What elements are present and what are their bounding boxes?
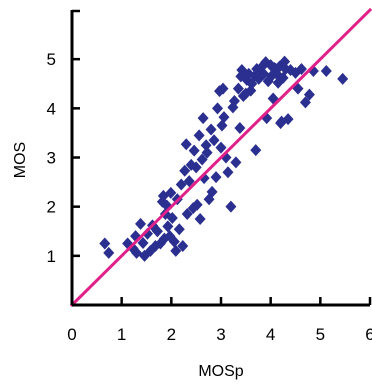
data-point bbox=[282, 113, 294, 126]
data-point bbox=[230, 156, 242, 169]
data-point bbox=[99, 237, 111, 250]
data-point bbox=[210, 171, 222, 184]
data-point bbox=[212, 102, 224, 115]
data-point bbox=[193, 129, 205, 142]
data-point bbox=[135, 217, 147, 230]
data-point bbox=[175, 178, 187, 191]
x-tick-label: 3 bbox=[216, 325, 225, 344]
data-point bbox=[303, 88, 315, 101]
data-point bbox=[196, 153, 208, 166]
data-point bbox=[277, 71, 289, 84]
data-point bbox=[222, 166, 234, 179]
data-point bbox=[225, 200, 237, 213]
data-point bbox=[216, 119, 228, 132]
x-tick-label: 0 bbox=[67, 325, 76, 344]
data-point bbox=[320, 64, 332, 77]
data-point bbox=[188, 144, 200, 157]
data-point bbox=[151, 225, 163, 238]
x-tick-label: 1 bbox=[117, 325, 126, 344]
x-tick-label: 2 bbox=[167, 325, 176, 344]
data-point bbox=[166, 211, 178, 224]
data-point bbox=[165, 186, 177, 199]
data-point bbox=[179, 164, 191, 177]
x-axis-title: MOSp bbox=[198, 363, 243, 380]
y-tick-label: 3 bbox=[47, 149, 56, 168]
data-point bbox=[168, 235, 180, 248]
data-point bbox=[205, 123, 217, 136]
data-point bbox=[177, 240, 189, 252]
data-point bbox=[208, 134, 220, 147]
data-point bbox=[228, 94, 240, 107]
data-point bbox=[260, 56, 272, 69]
data-point bbox=[250, 144, 262, 157]
y-tick-label: 2 bbox=[47, 198, 56, 217]
data-point bbox=[137, 237, 149, 250]
data-point bbox=[279, 55, 291, 68]
data-point bbox=[218, 111, 230, 124]
data-point bbox=[141, 227, 153, 240]
data-point bbox=[162, 220, 174, 233]
x-tick-label: 5 bbox=[316, 325, 325, 344]
data-point bbox=[234, 122, 246, 134]
data-point bbox=[200, 139, 212, 152]
reference-line bbox=[69, 7, 372, 308]
y-tick-label: 5 bbox=[47, 50, 56, 69]
x-tick-label: 6 bbox=[365, 325, 372, 344]
y-axis-title: MOS bbox=[12, 142, 29, 178]
data-point bbox=[249, 69, 261, 82]
data-point bbox=[206, 185, 218, 198]
data-point bbox=[170, 244, 182, 257]
x-tick-label: 4 bbox=[266, 325, 275, 344]
data-point bbox=[191, 198, 203, 211]
data-point bbox=[215, 141, 227, 154]
data-point bbox=[295, 63, 307, 75]
data-point bbox=[183, 175, 195, 188]
data-point bbox=[201, 146, 213, 159]
data-point bbox=[197, 112, 209, 125]
data-point bbox=[232, 82, 244, 95]
y-tick-label: 4 bbox=[47, 99, 56, 118]
data-point bbox=[181, 208, 193, 221]
y-tick-label: 1 bbox=[47, 247, 56, 266]
data-point bbox=[194, 212, 206, 225]
data-point bbox=[173, 223, 185, 236]
data-point bbox=[103, 246, 115, 259]
data-point bbox=[258, 67, 270, 80]
data-point bbox=[337, 72, 349, 85]
marks-layer bbox=[69, 7, 372, 308]
data-point bbox=[217, 82, 229, 95]
axes-layer: 0 1 2 3 4 5 6 1 2 3 4 5 bbox=[47, 9, 372, 344]
data-point bbox=[190, 161, 202, 174]
data-point bbox=[299, 96, 311, 109]
data-point bbox=[180, 138, 192, 151]
